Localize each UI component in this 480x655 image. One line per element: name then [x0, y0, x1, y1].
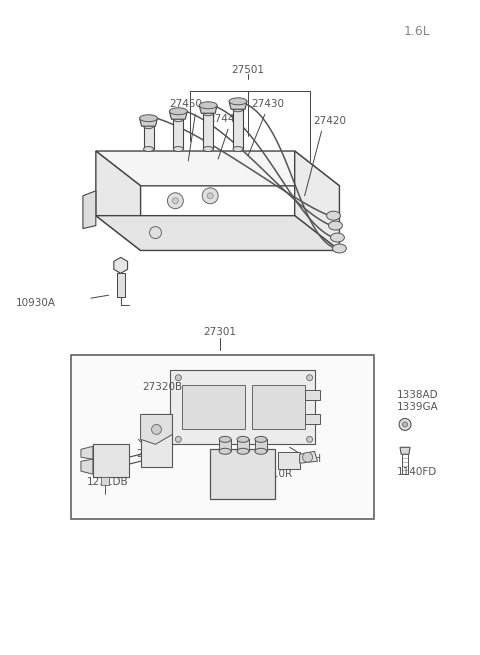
Text: 27440: 27440 [209, 114, 241, 124]
Ellipse shape [237, 448, 249, 455]
Polygon shape [203, 113, 213, 149]
Polygon shape [400, 447, 410, 455]
Ellipse shape [219, 448, 231, 455]
Ellipse shape [169, 108, 187, 115]
Ellipse shape [229, 98, 247, 105]
Text: 1339GA: 1339GA [397, 402, 439, 411]
Ellipse shape [144, 124, 154, 128]
Polygon shape [101, 477, 109, 485]
Ellipse shape [219, 436, 231, 442]
Polygon shape [96, 151, 141, 250]
Polygon shape [252, 384, 305, 430]
Ellipse shape [140, 115, 157, 122]
Text: 27320B: 27320B [143, 382, 182, 392]
Text: 27430: 27430 [252, 100, 284, 109]
Circle shape [175, 436, 181, 442]
Polygon shape [81, 459, 93, 474]
Ellipse shape [237, 436, 249, 442]
Polygon shape [173, 119, 183, 149]
Circle shape [207, 193, 213, 198]
Ellipse shape [326, 211, 340, 220]
Polygon shape [305, 415, 320, 424]
Circle shape [152, 424, 161, 434]
Circle shape [150, 227, 161, 238]
Ellipse shape [173, 147, 183, 151]
Text: 27310: 27310 [221, 484, 254, 494]
Polygon shape [96, 215, 339, 250]
Polygon shape [210, 449, 275, 499]
Circle shape [172, 198, 179, 204]
Text: 10930A: 10930A [16, 298, 56, 308]
Text: 27301: 27301 [204, 327, 237, 337]
Polygon shape [141, 415, 172, 467]
Polygon shape [255, 440, 267, 451]
Ellipse shape [255, 448, 267, 455]
Text: 1.6L: 1.6L [404, 26, 431, 38]
Polygon shape [295, 151, 339, 250]
Text: 1338AD: 1338AD [397, 390, 439, 400]
Ellipse shape [199, 102, 217, 109]
Polygon shape [96, 151, 339, 186]
Polygon shape [278, 452, 300, 469]
Ellipse shape [144, 147, 154, 151]
Ellipse shape [255, 436, 267, 442]
Polygon shape [169, 111, 187, 119]
Polygon shape [93, 444, 129, 477]
Polygon shape [83, 191, 96, 229]
Circle shape [307, 436, 312, 442]
Polygon shape [81, 446, 93, 459]
Text: 27325: 27325 [136, 449, 169, 459]
Circle shape [302, 452, 312, 462]
Ellipse shape [233, 147, 243, 151]
Text: 1140FD: 1140FD [397, 467, 437, 477]
Text: 1231DB: 1231DB [87, 477, 129, 487]
Ellipse shape [233, 107, 243, 112]
Ellipse shape [333, 244, 347, 253]
Polygon shape [170, 370, 314, 444]
Ellipse shape [203, 111, 213, 116]
Text: 27501: 27501 [231, 64, 264, 75]
Polygon shape [182, 384, 245, 430]
Polygon shape [237, 440, 249, 451]
Polygon shape [305, 390, 320, 400]
Polygon shape [219, 440, 231, 451]
Circle shape [307, 375, 312, 381]
Text: 27420: 27420 [313, 116, 346, 126]
Ellipse shape [203, 147, 213, 151]
Circle shape [403, 422, 408, 427]
Polygon shape [199, 105, 217, 113]
Bar [71, 355, 374, 519]
Circle shape [175, 375, 181, 381]
Polygon shape [141, 415, 172, 444]
Polygon shape [229, 102, 247, 109]
Polygon shape [114, 257, 128, 273]
Circle shape [399, 419, 411, 430]
Ellipse shape [328, 221, 342, 230]
Text: 27450: 27450 [169, 100, 202, 109]
Polygon shape [117, 273, 125, 297]
Polygon shape [140, 118, 157, 126]
Circle shape [202, 188, 218, 204]
Text: 1231FH: 1231FH [282, 454, 322, 464]
Polygon shape [144, 126, 154, 149]
Text: 27310R: 27310R [252, 469, 292, 479]
Ellipse shape [173, 117, 183, 122]
Polygon shape [233, 109, 243, 149]
Circle shape [168, 193, 183, 209]
Ellipse shape [330, 233, 344, 242]
Polygon shape [300, 451, 318, 463]
